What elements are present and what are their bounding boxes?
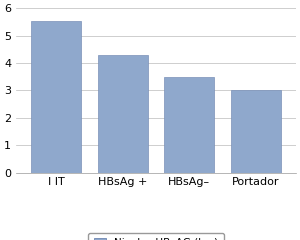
Bar	[231, 90, 281, 173]
Bar	[98, 55, 148, 173]
Bar	[31, 20, 81, 173]
Bar	[164, 77, 214, 173]
Legend: Niveles HBsAG (log): Niveles HBsAG (log)	[88, 233, 224, 240]
